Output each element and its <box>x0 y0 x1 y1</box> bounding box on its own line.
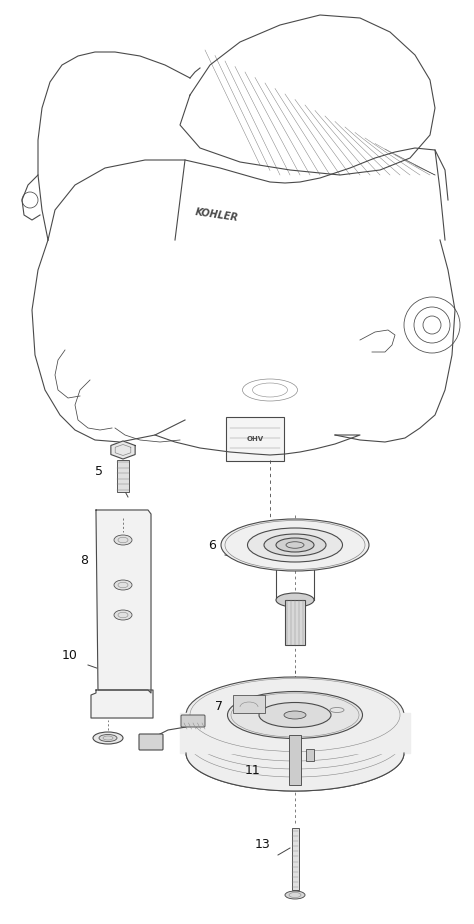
Text: 13: 13 <box>255 838 271 851</box>
Ellipse shape <box>276 538 314 552</box>
Bar <box>285 600 305 645</box>
Text: 7: 7 <box>215 700 223 713</box>
Ellipse shape <box>99 735 117 741</box>
Ellipse shape <box>114 610 132 620</box>
Bar <box>233 695 265 713</box>
Ellipse shape <box>228 691 363 738</box>
FancyBboxPatch shape <box>139 734 163 750</box>
Ellipse shape <box>276 593 314 607</box>
Text: KOHLER: KOHLER <box>195 207 239 223</box>
Ellipse shape <box>186 715 404 791</box>
Ellipse shape <box>264 534 326 556</box>
Text: 10: 10 <box>62 649 78 662</box>
Bar <box>289 735 301 785</box>
Ellipse shape <box>114 535 132 545</box>
Ellipse shape <box>285 891 305 899</box>
Ellipse shape <box>284 711 306 719</box>
Polygon shape <box>91 690 153 718</box>
Bar <box>306 749 314 761</box>
Text: OHV: OHV <box>246 436 264 442</box>
Bar <box>292 828 299 890</box>
Text: 11: 11 <box>245 764 261 777</box>
Polygon shape <box>111 441 135 459</box>
Ellipse shape <box>186 677 404 753</box>
Polygon shape <box>96 510 151 693</box>
Ellipse shape <box>259 702 331 727</box>
Ellipse shape <box>221 519 369 571</box>
Text: 5: 5 <box>95 465 103 478</box>
FancyBboxPatch shape <box>181 715 205 727</box>
Ellipse shape <box>114 580 132 590</box>
Bar <box>117 460 129 492</box>
Ellipse shape <box>247 528 343 562</box>
FancyBboxPatch shape <box>226 417 284 461</box>
Ellipse shape <box>186 715 404 791</box>
Text: 6: 6 <box>208 539 216 552</box>
Ellipse shape <box>93 732 123 744</box>
Text: 8: 8 <box>80 554 88 567</box>
